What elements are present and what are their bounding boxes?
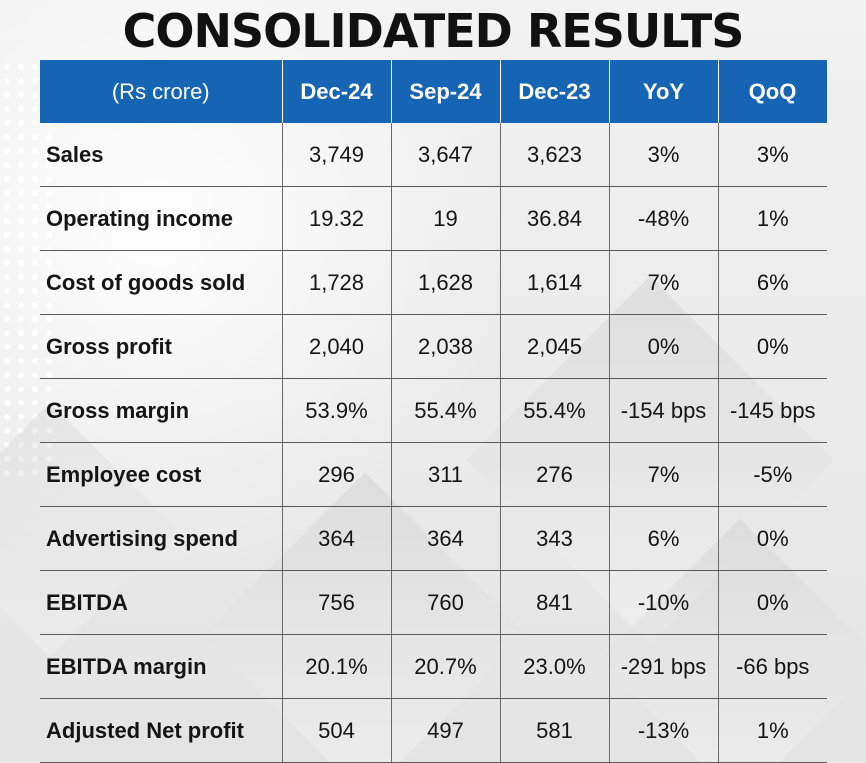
row-label: Employee cost [40, 442, 282, 507]
value-dec-23: 1,614 [499, 250, 609, 315]
value-dec-24: 504 [281, 698, 391, 763]
row-label: EBITDA margin [40, 634, 282, 699]
value-yoy: -13% [608, 698, 718, 763]
value-qoq: 3% [717, 123, 827, 187]
value-dec-24: 364 [281, 506, 391, 571]
value-yoy: -154 bps [608, 378, 718, 443]
value-sep-24: 19 [390, 186, 500, 251]
value-yoy: -48% [608, 186, 718, 251]
value-yoy: 3% [608, 123, 718, 187]
row-label: Advertising spend [40, 506, 282, 571]
table-row: Gross profit 2,040 2,038 2,045 0% 0% [40, 314, 827, 379]
value-qoq: -145 bps [717, 378, 827, 443]
header-qoq: QoQ [717, 60, 828, 123]
row-label: Gross profit [40, 314, 282, 379]
results-table: (Rs crore) Dec-24 Sep-24 Dec-23 YoY QoQ … [40, 60, 828, 763]
value-yoy: -10% [608, 570, 718, 635]
value-dec-23: 581 [499, 698, 609, 763]
value-qoq: -66 bps [717, 634, 827, 699]
value-dec-24: 53.9% [281, 378, 391, 443]
value-qoq: 1% [717, 698, 827, 763]
value-dec-24: 2,040 [281, 314, 391, 379]
value-sep-24: 1,628 [390, 250, 500, 315]
header-yoy: YoY [608, 60, 719, 123]
value-dec-24: 3,749 [281, 123, 391, 187]
row-label: Adjusted Net profit [40, 698, 282, 763]
value-dec-23: 23.0% [499, 634, 609, 699]
value-qoq: 0% [717, 570, 827, 635]
table-row: Sales 3,749 3,647 3,623 3% 3% [40, 123, 827, 187]
row-label: Sales [40, 123, 282, 187]
value-yoy: 0% [608, 314, 718, 379]
row-label: Cost of goods sold [40, 250, 282, 315]
value-sep-24: 311 [390, 442, 500, 507]
row-label: Gross margin [40, 378, 282, 443]
value-qoq: -5% [717, 442, 827, 507]
table-row: EBITDA 756 760 841 -10% 0% [40, 570, 827, 635]
table-row: Operating income 19.32 19 36.84 -48% 1% [40, 186, 827, 251]
table-row: Cost of goods sold 1,728 1,628 1,614 7% 6% [40, 250, 827, 315]
value-yoy: 7% [608, 442, 718, 507]
header-dec-24: Dec-24 [281, 60, 392, 123]
value-dec-23: 36.84 [499, 186, 609, 251]
value-sep-24: 20.7% [390, 634, 500, 699]
value-dec-23: 841 [499, 570, 609, 635]
value-dec-23: 55.4% [499, 378, 609, 443]
table-row: EBITDA margin 20.1% 20.7% 23.0% -291 bps -66 … [40, 634, 827, 699]
value-qoq: 1% [717, 186, 827, 251]
value-sep-24: 3,647 [390, 123, 500, 187]
value-sep-24: 55.4% [390, 378, 500, 443]
table-row: Employee cost 296 311 276 7% -5% [40, 442, 827, 507]
row-label: Operating income [40, 186, 282, 251]
header-unit: (Rs crore) [40, 60, 283, 123]
value-yoy: -291 bps [608, 634, 718, 699]
row-label: EBITDA [40, 570, 282, 635]
value-sep-24: 364 [390, 506, 500, 571]
value-dec-23: 3,623 [499, 123, 609, 187]
value-qoq: 0% [717, 314, 827, 379]
value-dec-24: 756 [281, 570, 391, 635]
value-dec-24: 296 [281, 442, 391, 507]
table-header-row: (Rs crore) Dec-24 Sep-24 Dec-23 YoY QoQ [40, 60, 828, 123]
value-dec-23: 276 [499, 442, 609, 507]
header-dec-23: Dec-23 [499, 60, 610, 123]
value-sep-24: 760 [390, 570, 500, 635]
value-dec-24: 20.1% [281, 634, 391, 699]
value-yoy: 6% [608, 506, 718, 571]
value-yoy: 7% [608, 250, 718, 315]
value-qoq: 0% [717, 506, 827, 571]
value-sep-24: 2,038 [390, 314, 500, 379]
table-row: Advertising spend 364 364 343 6% 0% [40, 506, 827, 571]
value-sep-24: 497 [390, 698, 500, 763]
table-body: Sales 3,749 3,647 3,623 3% 3% Operating income… [40, 123, 827, 763]
value-dec-24: 1,728 [281, 250, 391, 315]
page-title: CONSOLIDATED RESULTS [122, 4, 745, 58]
value-qoq: 6% [717, 250, 827, 315]
value-dec-23: 343 [499, 506, 609, 571]
value-dec-23: 2,045 [499, 314, 609, 379]
table-row: Adjusted Net profit 504 497 581 -13% 1% [40, 698, 827, 763]
table-row: Gross margin 53.9% 55.4% 55.4% -154 bps -145 … [40, 378, 827, 443]
header-sep-24: Sep-24 [390, 60, 501, 123]
value-dec-24: 19.32 [281, 186, 391, 251]
